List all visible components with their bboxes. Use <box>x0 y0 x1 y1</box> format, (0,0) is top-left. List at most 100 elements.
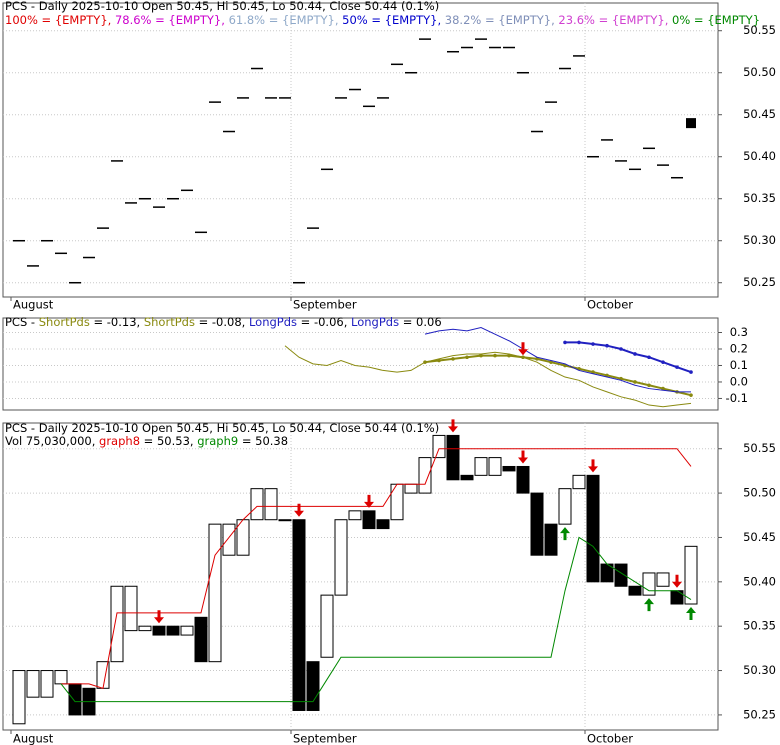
close-dash <box>55 252 67 255</box>
close-dash <box>27 265 39 267</box>
panel-frame <box>2 2 719 298</box>
series-dot <box>507 353 511 358</box>
y-tick-label: 50.40 <box>743 574 776 588</box>
y-tick-label: 50.50 <box>743 65 776 79</box>
close-dash <box>671 176 683 179</box>
y-tick-label: 50.55 <box>743 441 776 455</box>
sell-arrow <box>364 494 374 508</box>
legend-text: = -0.06, <box>297 315 351 329</box>
x-tick-label: August <box>13 732 54 745</box>
close-dash <box>615 160 627 162</box>
legend-text: 100% = {EMPTY}, <box>5 13 115 27</box>
y-tick-label: 0.3 <box>730 325 748 339</box>
y-tick-label: -0.1 <box>726 391 748 405</box>
legend-text: LongPds <box>249 315 297 329</box>
candle-up <box>656 572 670 587</box>
x-tick-label: September <box>293 298 357 312</box>
close-dash <box>321 168 333 171</box>
candle-up <box>642 572 656 596</box>
close-dash <box>587 155 599 158</box>
legend-text: graph8 <box>99 434 140 448</box>
buy-arrow <box>560 527 570 541</box>
legend-text: = 50.38 <box>238 434 288 448</box>
legend: PCS - Daily 2025-10-10 Open 50.45, Hi 50… <box>5 421 439 435</box>
series-dot <box>493 353 497 358</box>
candle-down <box>586 474 600 583</box>
close-dash <box>643 147 655 150</box>
close-dash <box>237 97 249 99</box>
close-dash <box>279 97 291 99</box>
close-dash <box>83 256 95 259</box>
buy-arrow <box>644 598 654 612</box>
candle-down <box>446 434 460 481</box>
y-tick-label: 50.25 <box>743 275 776 289</box>
series-dot <box>689 393 693 397</box>
candle-down <box>614 563 628 587</box>
close-dash <box>181 189 193 192</box>
series-dot <box>591 342 595 346</box>
candle-down <box>530 492 544 556</box>
close-dash <box>475 38 487 40</box>
close-dash <box>517 71 529 74</box>
series-line <box>424 354 692 397</box>
x-tick-label: October <box>587 732 633 745</box>
legend-text: graph9 <box>197 434 238 448</box>
sell-arrow <box>588 459 598 473</box>
series-line <box>565 341 692 374</box>
legend-text: Vol 75,030,000, <box>5 434 99 448</box>
close-dash <box>167 197 179 200</box>
candle-down <box>362 510 376 530</box>
candle-up <box>40 670 54 698</box>
candle-down <box>292 519 306 711</box>
close-dash <box>447 50 459 53</box>
candle-up <box>54 670 68 685</box>
sell-arrow <box>518 450 528 464</box>
sell-arrow <box>672 574 682 588</box>
candle-up <box>320 594 334 658</box>
close-dash <box>251 67 263 70</box>
candle-up <box>572 474 586 490</box>
series-dot <box>633 352 637 356</box>
candle-up <box>558 488 572 525</box>
close-dash <box>363 105 375 108</box>
series-line <box>61 448 692 689</box>
candle-up <box>250 488 264 521</box>
close-dash <box>335 97 347 99</box>
close-dash <box>125 202 137 204</box>
candle-down <box>194 616 208 663</box>
legend-text: LongPds <box>351 315 399 329</box>
candle-up <box>348 510 362 521</box>
series-dot <box>647 355 651 360</box>
candle-up <box>474 457 488 476</box>
legend-text: ShortPds <box>144 315 195 329</box>
legend: Vol 75,030,000, graph8 = 50.53, graph9 =… <box>5 434 288 448</box>
legend-text: 78.6% = {EMPTY}, <box>115 13 229 27</box>
candle-up <box>278 519 292 522</box>
close-dash <box>405 71 417 74</box>
y-tick-label: 50.30 <box>743 663 776 677</box>
series-dot <box>521 355 525 360</box>
series-dot <box>451 357 455 361</box>
sell-arrow <box>294 503 304 517</box>
x-tick-label: October <box>587 298 633 312</box>
close-dash <box>489 46 501 49</box>
series-dot <box>675 365 679 369</box>
series-dot <box>549 360 553 364</box>
candle-up <box>432 434 446 459</box>
series-dot <box>647 383 651 388</box>
candle-down <box>306 661 320 711</box>
close-dash <box>13 239 25 242</box>
series-line <box>424 327 691 393</box>
candle-up <box>110 585 124 663</box>
legend-text: 50% = {EMPTY}, <box>342 13 445 27</box>
panel-frame <box>2 317 719 411</box>
series-dot <box>423 360 427 364</box>
series-line <box>60 536 692 703</box>
current-price-box <box>686 118 696 129</box>
candle-down <box>460 474 474 481</box>
candle-down <box>516 465 530 494</box>
candle-up <box>404 483 418 494</box>
legend: 100% = {EMPTY}, 78.6% = {EMPTY}, 61.8% =… <box>5 13 760 27</box>
legend-text: 23.6% = {EMPTY}, <box>558 13 672 27</box>
series-dot <box>661 360 665 364</box>
